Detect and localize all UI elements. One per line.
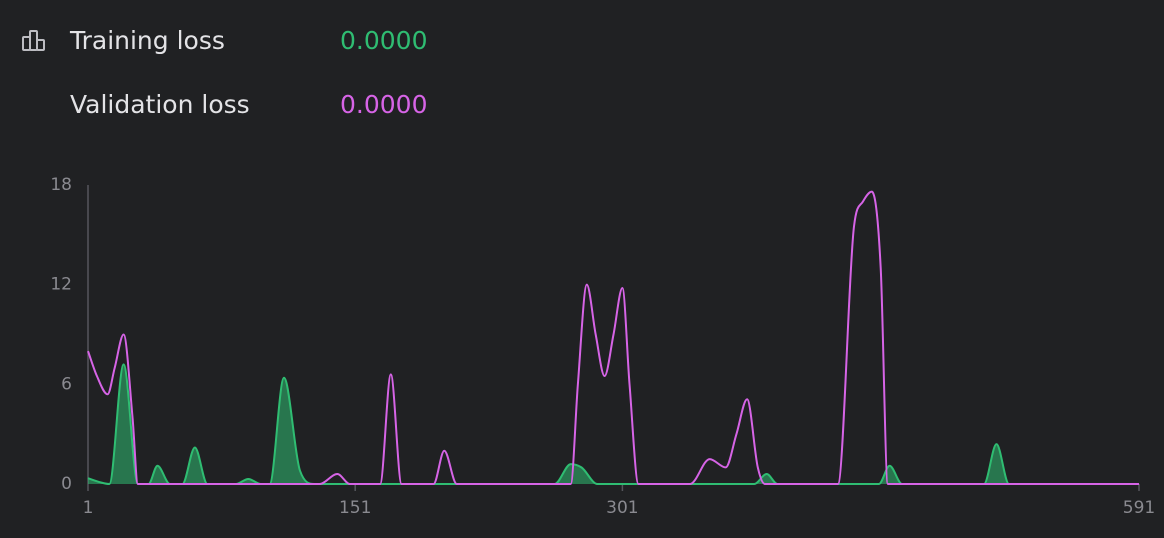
series-area	[88, 364, 1139, 484]
y-tick-label: 12	[50, 275, 72, 295]
chart-icon	[22, 30, 45, 51]
y-tick-label: 0	[61, 474, 72, 494]
y-tick-label: 18	[50, 175, 72, 195]
x-tick-label: 301	[606, 498, 638, 518]
x-tick-label: 591	[1123, 498, 1155, 518]
series-line	[87, 190, 1139, 486]
x-tick-label: 151	[339, 498, 371, 518]
legend-label: Validation loss	[70, 90, 250, 119]
metric-value: 0.0000	[340, 26, 427, 55]
legend-label: Training loss	[69, 26, 225, 55]
metric-value: 0.0000	[340, 90, 427, 119]
x-tick-label: 1	[83, 498, 94, 518]
series-line	[87, 363, 1139, 486]
y-tick-label: 6	[61, 374, 72, 394]
